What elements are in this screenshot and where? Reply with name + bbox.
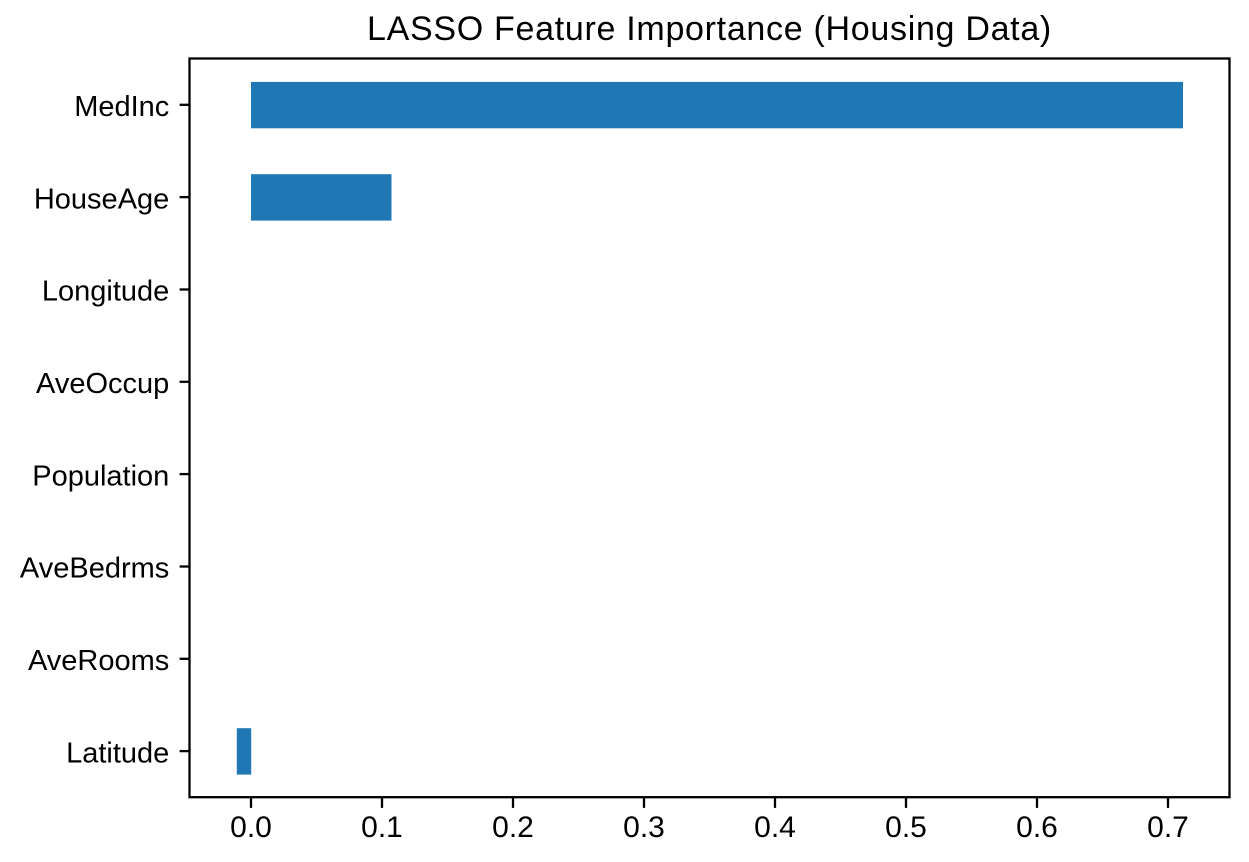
svg-text:0.6: 0.6 (1016, 811, 1058, 844)
svg-text:0.0: 0.0 (230, 811, 272, 844)
svg-text:AveBedrms: AveBedrms (20, 553, 169, 585)
svg-text:AveOccup: AveOccup (36, 368, 169, 400)
svg-text:0.3: 0.3 (623, 811, 665, 844)
svg-text:MedInc: MedInc (74, 91, 169, 123)
svg-text:Population: Population (32, 460, 169, 492)
svg-text:0.4: 0.4 (754, 811, 796, 844)
svg-text:0.1: 0.1 (361, 811, 403, 844)
svg-text:Longitude: Longitude (42, 276, 169, 308)
svg-text:LASSO Feature Importance (Hous: LASSO Feature Importance (Housing Data) (367, 10, 1052, 48)
svg-text:Latitude: Latitude (66, 737, 169, 769)
svg-text:HouseAge: HouseAge (34, 183, 169, 215)
svg-text:AveRooms: AveRooms (28, 645, 169, 677)
svg-text:0.5: 0.5 (885, 811, 927, 844)
svg-text:0.2: 0.2 (492, 811, 534, 844)
svg-text:0.7: 0.7 (1147, 811, 1189, 844)
